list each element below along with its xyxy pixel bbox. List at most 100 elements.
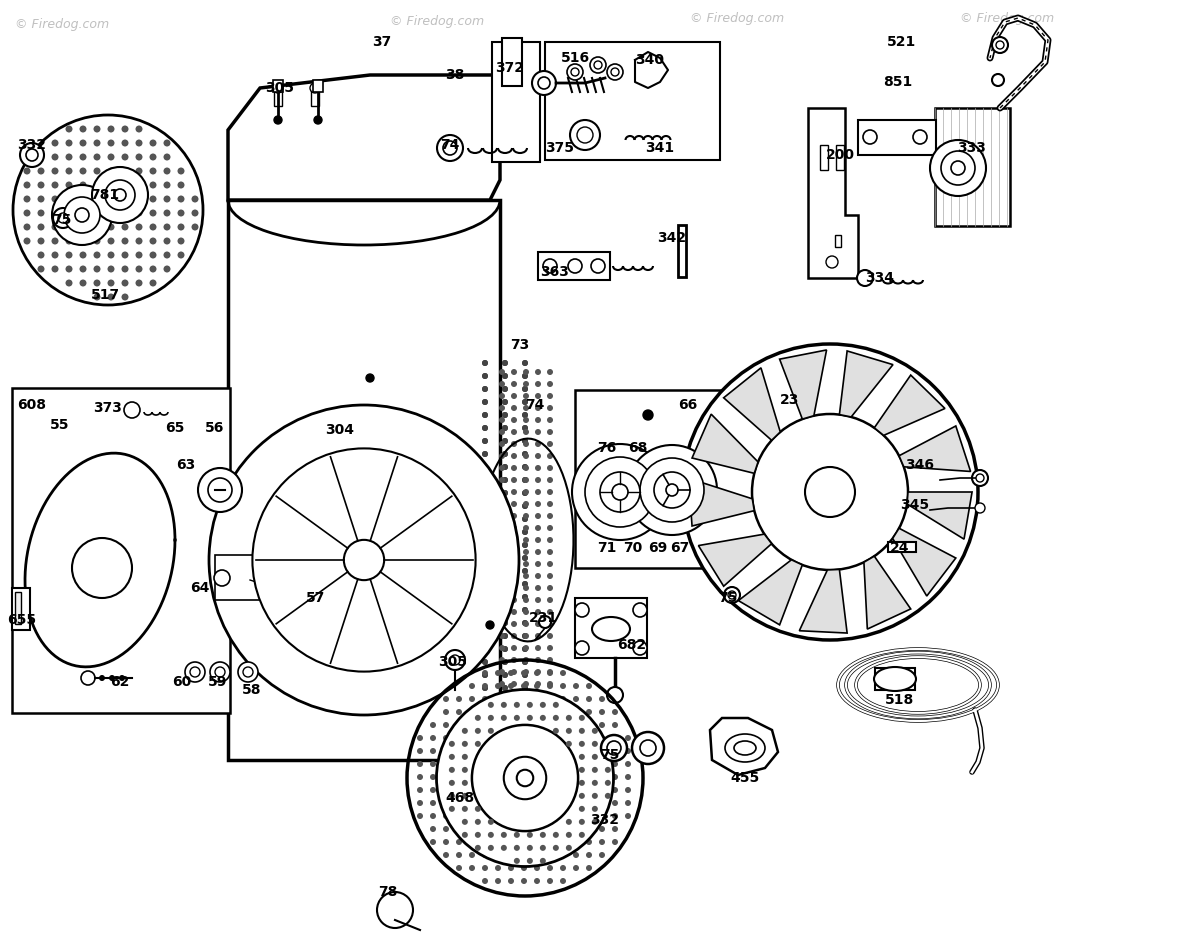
Circle shape (522, 698, 527, 704)
Circle shape (654, 472, 690, 508)
Text: 332: 332 (18, 138, 46, 152)
Circle shape (442, 722, 450, 728)
Circle shape (481, 399, 489, 405)
Circle shape (500, 832, 507, 838)
Circle shape (976, 474, 984, 482)
Circle shape (38, 266, 45, 272)
Circle shape (573, 865, 579, 871)
Circle shape (430, 748, 435, 754)
Text: 67: 67 (670, 541, 689, 555)
Circle shape (522, 787, 527, 793)
Circle shape (522, 373, 527, 379)
Circle shape (535, 693, 540, 699)
Circle shape (468, 787, 476, 793)
Circle shape (511, 369, 517, 375)
Circle shape (632, 603, 647, 617)
Circle shape (535, 705, 540, 711)
Circle shape (502, 672, 509, 678)
Text: © Firedog.com: © Firedog.com (961, 12, 1054, 25)
Circle shape (107, 238, 114, 244)
Bar (228, 200, 500, 760)
Circle shape (913, 130, 927, 144)
Circle shape (502, 620, 509, 626)
Circle shape (52, 185, 112, 245)
Circle shape (509, 774, 514, 780)
Circle shape (502, 412, 509, 418)
Circle shape (481, 672, 489, 678)
Circle shape (122, 210, 129, 216)
Circle shape (494, 839, 501, 845)
Circle shape (535, 609, 540, 615)
Circle shape (499, 693, 505, 699)
Circle shape (253, 449, 476, 672)
Circle shape (481, 672, 489, 678)
Circle shape (24, 224, 31, 230)
Circle shape (136, 224, 143, 230)
Circle shape (612, 722, 618, 728)
Text: 73: 73 (511, 338, 530, 352)
Circle shape (592, 767, 598, 773)
Circle shape (502, 568, 509, 574)
Circle shape (81, 671, 96, 685)
Bar (876, 668, 914, 690)
Circle shape (522, 698, 527, 704)
Circle shape (940, 151, 975, 185)
Circle shape (548, 705, 553, 711)
Circle shape (599, 813, 605, 819)
Circle shape (376, 892, 413, 928)
Circle shape (502, 711, 509, 717)
Circle shape (535, 669, 540, 675)
Text: 62: 62 (110, 675, 130, 689)
Circle shape (481, 425, 489, 431)
Circle shape (553, 832, 559, 838)
Circle shape (481, 826, 489, 832)
Bar (575, 598, 647, 658)
Circle shape (511, 609, 517, 615)
Circle shape (494, 696, 501, 702)
Circle shape (481, 555, 489, 561)
Circle shape (502, 724, 509, 730)
Circle shape (164, 266, 170, 272)
Circle shape (511, 585, 517, 591)
Circle shape (548, 633, 553, 639)
Circle shape (136, 280, 143, 286)
Circle shape (523, 717, 529, 723)
Circle shape (487, 845, 494, 851)
Circle shape (548, 537, 553, 543)
Circle shape (38, 182, 45, 188)
Circle shape (523, 465, 529, 471)
Circle shape (499, 465, 505, 471)
Text: 851: 851 (884, 75, 912, 89)
Circle shape (548, 417, 553, 423)
Circle shape (523, 513, 529, 519)
Text: 75: 75 (719, 591, 738, 605)
Circle shape (273, 83, 283, 93)
Circle shape (79, 266, 86, 272)
Circle shape (430, 722, 435, 728)
Circle shape (573, 761, 579, 767)
Circle shape (107, 224, 114, 230)
Circle shape (499, 585, 505, 591)
Circle shape (548, 729, 553, 735)
Circle shape (93, 238, 100, 244)
Text: 517: 517 (91, 288, 119, 302)
Circle shape (481, 607, 489, 613)
Circle shape (430, 813, 435, 819)
Circle shape (560, 761, 566, 767)
Circle shape (509, 748, 514, 754)
Circle shape (502, 737, 509, 743)
Circle shape (522, 529, 527, 535)
Circle shape (150, 182, 157, 188)
Circle shape (560, 709, 566, 715)
Circle shape (122, 168, 129, 174)
Circle shape (481, 696, 489, 702)
Circle shape (586, 813, 592, 819)
Circle shape (122, 154, 129, 160)
Circle shape (522, 761, 527, 767)
Circle shape (930, 140, 986, 196)
Polygon shape (899, 426, 971, 471)
Circle shape (502, 451, 509, 457)
Circle shape (448, 793, 454, 799)
Circle shape (548, 813, 553, 819)
Circle shape (430, 800, 435, 806)
